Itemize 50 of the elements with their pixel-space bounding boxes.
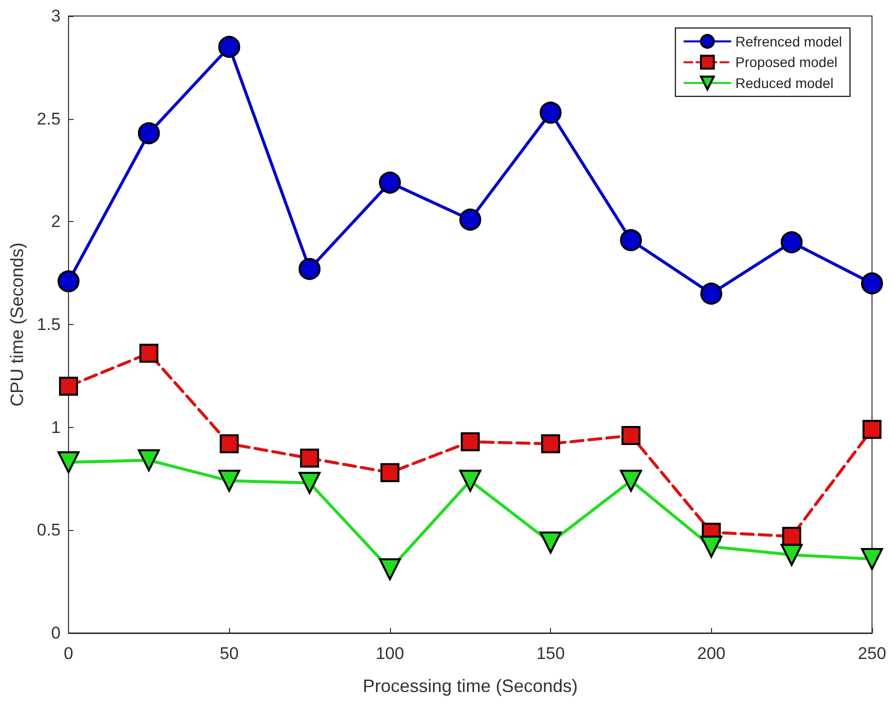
point xyxy=(378,172,401,194)
x-tick-label: 200 xyxy=(697,644,726,663)
point xyxy=(298,258,321,280)
point xyxy=(861,272,883,294)
point xyxy=(298,472,321,494)
point xyxy=(861,548,883,570)
point xyxy=(620,229,642,252)
point xyxy=(621,426,640,446)
legend-label: Proposed model xyxy=(735,54,838,70)
point xyxy=(459,208,482,231)
point xyxy=(138,122,160,144)
legend-label: Refrenced model xyxy=(735,33,842,50)
y-tick-label: 1 xyxy=(51,418,61,437)
y-tick-label: 2 xyxy=(51,212,61,232)
point xyxy=(380,463,400,482)
point xyxy=(700,536,722,558)
point xyxy=(541,434,560,454)
point xyxy=(459,470,482,492)
y-tick-label: 3 xyxy=(51,6,61,26)
point xyxy=(218,470,240,492)
point xyxy=(378,558,401,580)
point xyxy=(780,544,803,566)
point xyxy=(58,270,80,292)
x-tick-label: 250 xyxy=(858,644,886,663)
x-tick-label: 150 xyxy=(536,644,565,663)
y-tick-label: 0.5 xyxy=(36,520,61,540)
point xyxy=(138,449,160,472)
point xyxy=(139,344,158,363)
point xyxy=(620,470,642,492)
point xyxy=(220,434,239,454)
point xyxy=(460,432,480,452)
point xyxy=(540,102,562,124)
point xyxy=(540,532,562,554)
point xyxy=(862,420,882,439)
point xyxy=(58,451,80,474)
point xyxy=(780,231,803,254)
point xyxy=(300,448,320,468)
x-tick-label: 0 xyxy=(64,644,74,663)
y-tick-label: 1.5 xyxy=(36,315,61,334)
x-axis-title: Processing time (Seconds) xyxy=(362,676,578,696)
x-tick-label: 100 xyxy=(376,644,404,663)
point xyxy=(218,36,240,58)
point xyxy=(59,376,78,396)
y-tick-label: 0 xyxy=(51,624,61,642)
y-axis-title: CPU time (Seconds) xyxy=(7,242,27,407)
legend-label: Reduced model xyxy=(735,75,834,91)
y-tick-label: 2.5 xyxy=(36,109,61,128)
x-tick-label: 50 xyxy=(220,644,239,663)
point xyxy=(700,282,722,305)
point xyxy=(782,526,802,546)
